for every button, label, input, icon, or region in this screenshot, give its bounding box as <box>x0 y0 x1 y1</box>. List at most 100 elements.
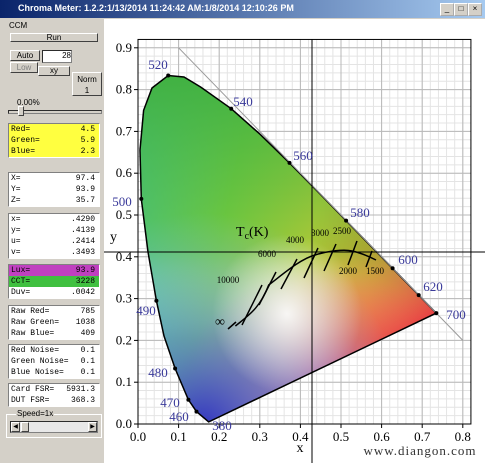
reading-label: Duv= <box>11 288 31 297</box>
run-button[interactable]: Run <box>10 33 98 42</box>
y-tick-label: 0.4 <box>116 249 133 264</box>
reading-row: Z= 35.7 <box>9 195 99 206</box>
wavelength-label: 480 <box>148 365 168 380</box>
reading-label: Raw Green= <box>11 318 60 327</box>
reading-value: 5931.3 <box>66 385 95 394</box>
y-tick-label: 0.3 <box>116 291 132 306</box>
norm-button[interactable]: Norm 1 <box>72 72 102 96</box>
reading-label: Blue Noise= <box>11 368 64 377</box>
reading-label: CCT= <box>11 277 31 286</box>
infinity-label: ∞ <box>215 315 225 330</box>
maximize-button[interactable]: □ <box>454 3 468 16</box>
reading-value: 93.9 <box>75 266 95 275</box>
reading-value: 97.4 <box>75 174 95 183</box>
reading-value: .0042 <box>70 288 95 297</box>
wavelength-label: 460 <box>169 409 189 424</box>
y-tick-label: 0.1 <box>116 374 132 389</box>
reading-label: Green Noise= <box>11 357 69 366</box>
reading-label: Blue= <box>11 147 36 156</box>
reading-value: .3493 <box>70 248 95 257</box>
x-tick-label: 0.6 <box>373 429 390 444</box>
reading-box: x= .4290 y= .4139 u= .2414 v= .3493 <box>8 213 100 259</box>
gain-input[interactable]: 28 <box>42 50 72 63</box>
wavelength-label: 620 <box>423 279 443 294</box>
reading-row: Y= 93.9 <box>9 184 99 195</box>
mode-button[interactable]: xy <box>38 66 70 76</box>
reading-value: 409 <box>80 329 95 338</box>
plot-frame <box>137 38 472 425</box>
reading-row: Lux= 93.9 <box>9 265 99 276</box>
reading-label: y= <box>11 226 21 235</box>
x-tick-label: 0.7 <box>414 429 431 444</box>
isotherm-title: Tc(K) <box>236 225 269 242</box>
percent-label: 0.00% <box>17 98 40 107</box>
reading-value: 0.1 <box>80 368 95 377</box>
reading-value: .4139 <box>70 226 95 235</box>
reading-row: X= 97.4 <box>9 173 99 184</box>
x-tick-label: 0.5 <box>333 429 349 444</box>
reading-row: Raw Green= 1038 <box>9 317 99 328</box>
isotherm-title-main: T <box>236 225 245 240</box>
locus-point <box>390 266 395 271</box>
reading-value: 2.3 <box>80 147 95 156</box>
wavelength-label: 520 <box>148 57 168 72</box>
close-button[interactable]: × <box>468 3 482 16</box>
reading-row: Blue Noise= 0.1 <box>9 367 99 378</box>
cct-label: 2500 <box>333 226 352 236</box>
reading-row: Green= 5.9 <box>9 135 99 146</box>
watermark: www.diangon.com <box>363 443 476 458</box>
locus-point <box>434 311 439 316</box>
reading-label: DUT FSR= <box>11 396 50 405</box>
reading-value: 4.5 <box>80 125 95 134</box>
wavelength-label: 490 <box>136 303 156 318</box>
low-button[interactable]: Low <box>10 62 38 73</box>
locus-point <box>194 409 199 414</box>
title-bar: Chroma Meter: 1.2.2:1/13/2014 11:24:42 A… <box>0 0 485 18</box>
x-tick-label: 0.3 <box>252 429 268 444</box>
locus-point <box>173 366 178 371</box>
minimize-button[interactable]: _ <box>440 3 454 16</box>
auto-button[interactable]: Auto <box>10 50 40 61</box>
x-tick-label: 0.4 <box>292 429 309 444</box>
reading-row: Card FSR= 5931.3 <box>9 384 99 395</box>
reading-box: Red Noise= 0.1 Green Noise= 0.1 Blue Noise= 0… <box>8 344 100 379</box>
reading-row: CCT= 3228 <box>9 276 99 287</box>
cct-label: 1500 <box>366 266 385 276</box>
wavelength-label: 700 <box>446 307 466 322</box>
reading-value: 785 <box>80 307 95 316</box>
x-tick-label: 0.2 <box>211 429 227 444</box>
reading-label: Raw Red= <box>11 307 50 316</box>
reading-row: Red= 4.5 <box>9 124 99 135</box>
wavelength-label: 600 <box>398 252 418 267</box>
reading-value: 368.3 <box>70 396 95 405</box>
y-tick-label: 0.2 <box>116 332 132 347</box>
locus-point <box>416 293 421 298</box>
reading-label: Red Noise= <box>11 346 60 355</box>
reading-label: Red= <box>11 125 31 134</box>
reading-label: x= <box>11 215 21 224</box>
y-tick-label: 0.8 <box>116 82 132 97</box>
reading-row: DUT FSR= 368.3 <box>9 395 99 406</box>
slider-thumb[interactable] <box>18 106 24 116</box>
reading-row: Green Noise= 0.1 <box>9 356 99 367</box>
cct-label: 4000 <box>286 235 305 245</box>
cct-label: 2000 <box>339 266 358 276</box>
y-tick-label: 0.7 <box>116 123 133 138</box>
speed-scrollbar[interactable]: ◀ ▶ <box>10 421 98 433</box>
reading-value: 0.1 <box>80 346 95 355</box>
reading-label: v= <box>11 248 21 257</box>
speed-label: Speed=1x <box>16 409 55 418</box>
reading-value: 35.7 <box>75 196 95 205</box>
reading-label: Raw Blue= <box>11 329 55 338</box>
cct-label: 6000 <box>258 249 277 259</box>
wavelength-label: 380 <box>212 418 232 433</box>
slider-track[interactable] <box>8 110 102 114</box>
locus-point <box>139 196 144 201</box>
chart: 0.0 0.1 0.2 0.3 0.4 0.5 0.6 0.7 0.8 0.0 0.1 0.2 0.3 0… <box>104 19 485 463</box>
menu-item[interactable]: CCM <box>9 21 28 30</box>
locus-point <box>166 73 171 78</box>
y-tick-label: 0.9 <box>116 40 132 55</box>
norm-label: Norm <box>77 75 97 84</box>
wavelength-label: 470 <box>160 395 180 410</box>
